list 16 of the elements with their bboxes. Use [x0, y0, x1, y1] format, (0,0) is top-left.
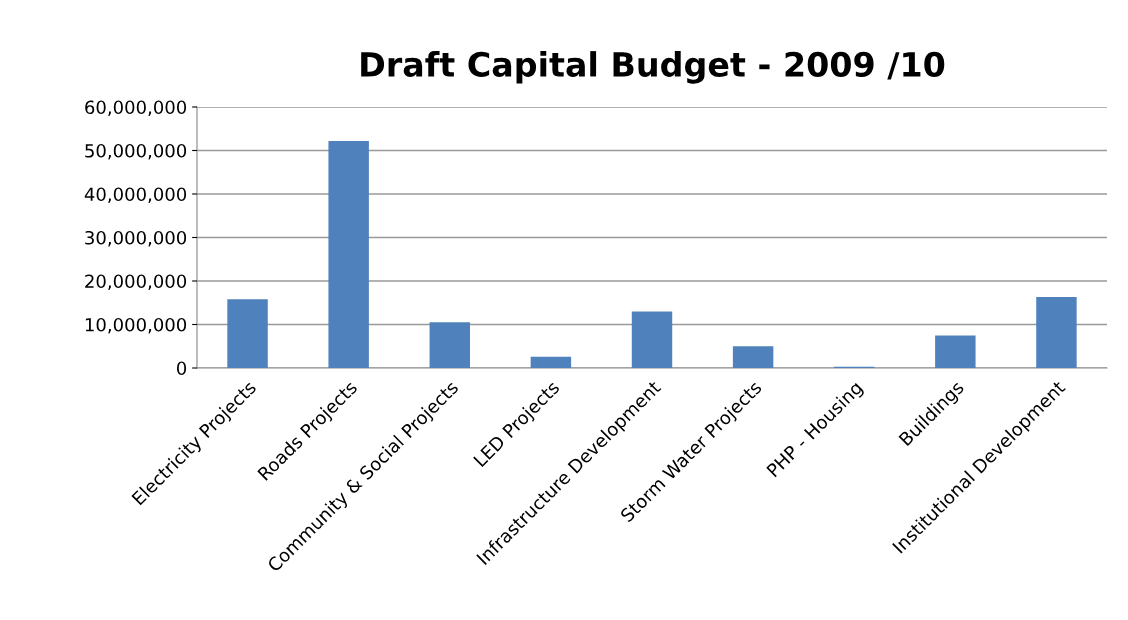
y-tick-label: 20,000,000	[85, 274, 187, 290]
bar	[935, 335, 976, 368]
bar	[328, 140, 369, 368]
bar	[732, 346, 774, 368]
y-tick-label: 0	[176, 361, 187, 376]
chart-title: Draft Capital Budget - 2009 /10	[361, 51, 945, 84]
y-tick-label: 40,000,000	[84, 187, 187, 203]
bar	[227, 299, 268, 368]
y-tick-label: 10,000,000	[85, 317, 187, 334]
bar	[530, 356, 572, 368]
y-tick-label: 60,000,000	[85, 100, 187, 116]
y-tick-label: 30,000,000	[85, 230, 187, 247]
bar	[429, 322, 470, 368]
bar	[631, 311, 673, 368]
bar	[1036, 297, 1077, 368]
y-tick-label: 50,000,000	[85, 143, 187, 160]
